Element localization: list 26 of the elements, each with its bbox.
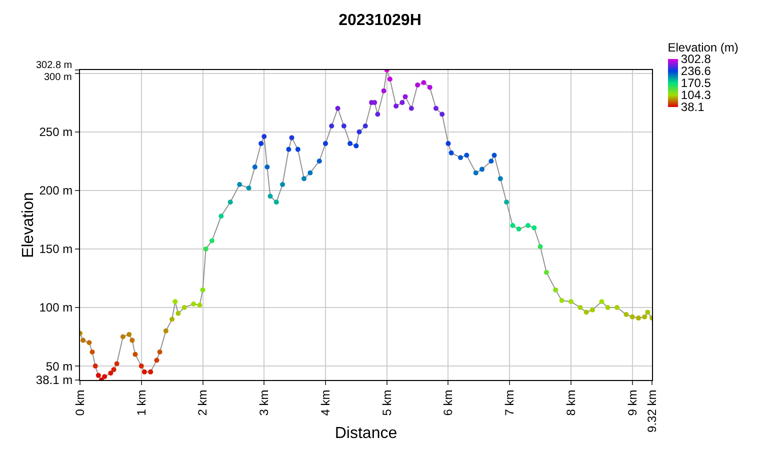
- color-bar-label: 104.3: [680, 88, 712, 102]
- chart-title: 20231029H: [338, 12, 422, 29]
- x-tick-label: 3 km: [257, 390, 272, 416]
- x-tick-label: 9.32 km: [644, 390, 659, 432]
- x-tick-label: 9 km: [625, 390, 640, 416]
- y-tick-label: 250 m: [39, 125, 73, 140]
- color-bar-label: 170.5: [680, 76, 712, 90]
- x-tick-label: 4 km: [318, 390, 332, 416]
- x-tick-label: 0 km: [72, 390, 87, 416]
- x-tick-label: 1 km: [134, 390, 148, 416]
- y-tick-label: 150 m: [39, 242, 73, 256]
- x-tick-label: 7 km: [502, 390, 517, 416]
- x-tick-label: 6 km: [441, 390, 456, 416]
- x-tick-label: 2 km: [196, 390, 210, 416]
- y-tick-label: 302.8 m: [36, 60, 72, 71]
- x-axis-title: Distance: [334, 425, 398, 442]
- y-axis-title: Elevation: [20, 192, 38, 258]
- y-tick-label: 50 m: [46, 359, 73, 374]
- y-tick-label: 300 m: [44, 72, 72, 83]
- color-bar-label: 38.1: [680, 100, 705, 114]
- x-tick-label: 8 km: [564, 390, 578, 416]
- y-tick-label: 200 m: [39, 184, 73, 198]
- y-tick-label: 38.1 m: [36, 373, 73, 388]
- color-bar-label: 236.6: [680, 64, 712, 78]
- x-tick-label: 5 km: [380, 390, 394, 416]
- y-tick-label: 100 m: [39, 300, 73, 315]
